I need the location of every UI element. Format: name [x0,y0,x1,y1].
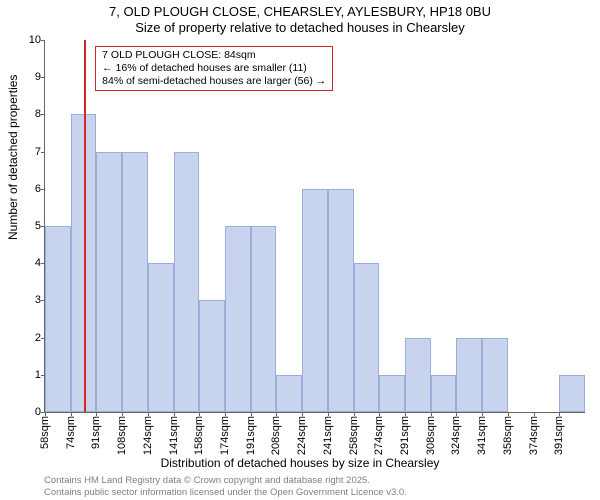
x-tick-label: 358sqm [502,412,514,455]
histogram-bar [225,226,251,412]
x-tick-label: 58sqm [39,412,51,449]
y-tick-mark [41,114,45,115]
histogram-bar [328,189,354,412]
histogram-bar [276,375,302,412]
x-tick-label: 308sqm [425,412,437,455]
x-tick-label: 74sqm [65,412,77,449]
annotation-line1: 7 OLD PLOUGH CLOSE: 84sqm [102,49,326,62]
x-tick-label: 224sqm [296,412,308,455]
x-tick-label: 141sqm [168,412,180,455]
x-tick-label: 274sqm [373,412,385,455]
histogram-bar [431,375,457,412]
chart-title-line2: Size of property relative to detached ho… [0,20,600,35]
x-tick-label: 291sqm [399,412,411,455]
x-tick-label: 241sqm [322,412,334,455]
x-tick-label: 91sqm [90,412,102,449]
y-tick-mark [41,152,45,153]
x-axis-label: Distribution of detached houses by size … [0,456,600,470]
y-tick-mark [41,40,45,41]
histogram-bar [148,263,174,412]
histogram-bar [174,152,200,412]
x-tick-label: 174sqm [219,412,231,455]
x-tick-label: 124sqm [142,412,154,455]
x-tick-label: 258sqm [348,412,360,455]
x-tick-label: 158sqm [193,412,205,455]
histogram-bar [482,338,508,412]
histogram-bar [405,338,431,412]
attribution-line2: Contains public sector information licen… [44,487,407,498]
histogram-bar [251,226,277,412]
chart-title-line1: 7, OLD PLOUGH CLOSE, CHEARSLEY, AYLESBUR… [0,4,600,19]
histogram-bar [354,263,380,412]
x-tick-label: 191sqm [245,412,257,455]
x-tick-label: 341sqm [476,412,488,455]
annotation-box: 7 OLD PLOUGH CLOSE: 84sqm← 16% of detach… [95,46,333,91]
attribution-text: Contains HM Land Registry data © Crown c… [44,475,407,498]
x-tick-label: 108sqm [116,412,128,455]
histogram-bar [302,189,328,412]
x-tick-label: 324sqm [450,412,462,455]
histogram-bar [199,300,225,412]
x-tick-label: 374sqm [528,412,540,455]
y-tick-mark [41,189,45,190]
histogram-bar [122,152,148,412]
histogram-bar [559,375,585,412]
marker-line [84,40,86,412]
x-tick-label: 208sqm [270,412,282,455]
histogram-bar [96,152,122,412]
histogram-bar [379,375,405,412]
chart-container: 7, OLD PLOUGH CLOSE, CHEARSLEY, AYLESBUR… [0,0,600,500]
histogram-bar [45,226,71,412]
histogram-bar [456,338,482,412]
annotation-line3: 84% of semi-detached houses are larger (… [102,75,326,88]
plot-area: 01234567891058sqm74sqm91sqm108sqm124sqm1… [44,40,585,413]
y-tick-mark [41,77,45,78]
annotation-line2: ← 16% of detached houses are smaller (11… [102,62,326,75]
attribution-line1: Contains HM Land Registry data © Crown c… [44,475,407,486]
x-tick-label: 391sqm [553,412,565,455]
